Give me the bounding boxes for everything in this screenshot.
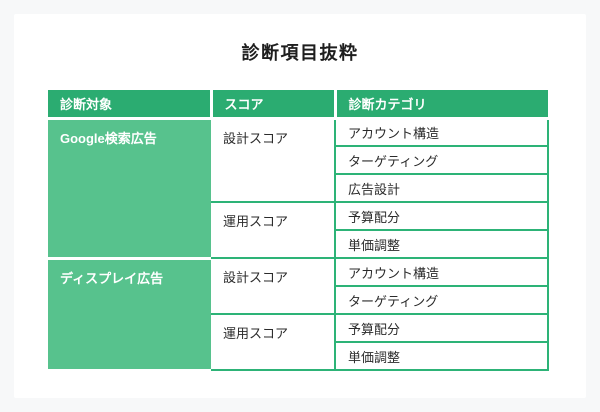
target-cell-display-ads: ディスプレイ広告 — [48, 258, 211, 372]
table-row: Google検索広告 設計スコア アカウント構造 — [48, 118, 549, 260]
score-cell-design: 設計スコア — [211, 258, 336, 315]
table-row: ディスプレイ広告 設計スコア アカウント構造 — [48, 258, 549, 372]
table-row: 運用スコア 予算配分 — [48, 314, 549, 371]
table-row: ターゲティング — [48, 146, 549, 175]
diagnostic-items-table: 診断対象 スコア 診断カテゴリ Google検索広告 設計スコア アカウント構造… — [48, 90, 549, 372]
content-card: 診断項目抜粋 診断対象 スコア 診断カテゴリ Google検索広告 設計スコア … — [14, 14, 586, 398]
target-cell-google-search-ads: Google検索広告 — [48, 118, 211, 260]
category-cell: 予算配分 — [335, 314, 549, 343]
category-cell: アカウント構造 — [335, 118, 549, 147]
category-cell: 予算配分 — [335, 202, 549, 231]
table-header-row: 診断対象 スコア 診断カテゴリ — [48, 90, 548, 120]
category-cell: 広告設計 — [335, 174, 549, 203]
score-cell-design: 設計スコア — [211, 118, 336, 203]
category-cell: 単価調整 — [335, 230, 549, 259]
score-cell-operation: 運用スコア — [211, 314, 336, 371]
table-row: ターゲティング — [48, 286, 549, 315]
header-cell-target: 診断対象 — [48, 90, 213, 120]
score-cell-operation: 運用スコア — [211, 202, 336, 259]
category-cell: アカウント構造 — [335, 258, 549, 287]
page-title: 診断項目抜粋 — [241, 43, 359, 63]
category-cell: ターゲティング — [335, 146, 549, 175]
header-cell-category: 診断カテゴリ — [335, 90, 548, 120]
table-row: 単価調整 — [48, 230, 549, 259]
category-cell: ターゲティング — [335, 286, 549, 315]
table-row: 単価調整 — [48, 342, 549, 371]
header-cell-score: スコア — [211, 90, 337, 120]
table-container: 診断対象 スコア 診断カテゴリ Google検索広告 設計スコア アカウント構造… — [48, 90, 586, 372]
table-row: 広告設計 — [48, 174, 549, 203]
category-cell: 単価調整 — [335, 342, 549, 371]
table-row: 運用スコア 予算配分 — [48, 202, 549, 259]
